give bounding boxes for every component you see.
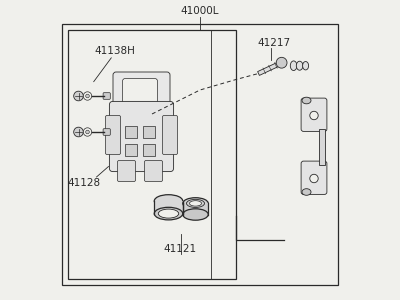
Ellipse shape — [154, 207, 183, 220]
Bar — [68, 30, 236, 279]
Circle shape — [74, 127, 83, 137]
Ellipse shape — [158, 209, 179, 218]
Circle shape — [276, 57, 287, 68]
Circle shape — [310, 174, 318, 183]
Ellipse shape — [302, 97, 311, 104]
FancyBboxPatch shape — [109, 101, 174, 172]
Circle shape — [74, 91, 83, 101]
Ellipse shape — [302, 189, 311, 195]
Text: 41217: 41217 — [257, 38, 290, 48]
FancyBboxPatch shape — [118, 160, 136, 182]
Ellipse shape — [154, 195, 183, 207]
Text: 41138H: 41138H — [94, 46, 135, 56]
Circle shape — [83, 92, 92, 100]
FancyBboxPatch shape — [122, 79, 157, 107]
Text: 41128: 41128 — [68, 178, 101, 188]
Bar — [125, 144, 137, 156]
Bar — [62, 24, 338, 285]
FancyBboxPatch shape — [301, 161, 327, 194]
Circle shape — [86, 130, 89, 134]
FancyBboxPatch shape — [103, 129, 110, 135]
Ellipse shape — [190, 201, 202, 206]
Bar — [318, 129, 325, 165]
Circle shape — [83, 128, 92, 136]
Polygon shape — [258, 61, 282, 75]
Ellipse shape — [296, 61, 303, 70]
Ellipse shape — [290, 61, 297, 70]
Bar — [125, 126, 137, 138]
FancyBboxPatch shape — [144, 160, 162, 182]
Text: 41121: 41121 — [164, 244, 197, 254]
Bar — [154, 201, 183, 214]
Bar — [143, 126, 155, 138]
FancyBboxPatch shape — [106, 116, 120, 154]
Circle shape — [86, 94, 89, 98]
FancyBboxPatch shape — [301, 98, 327, 131]
Text: 41000L: 41000L — [181, 7, 219, 16]
Bar — [183, 203, 208, 214]
Ellipse shape — [183, 198, 208, 209]
Bar — [143, 144, 155, 156]
Circle shape — [310, 111, 318, 120]
FancyBboxPatch shape — [103, 93, 110, 99]
Ellipse shape — [183, 209, 208, 220]
Ellipse shape — [303, 61, 309, 70]
FancyBboxPatch shape — [162, 116, 178, 154]
FancyBboxPatch shape — [113, 72, 170, 114]
